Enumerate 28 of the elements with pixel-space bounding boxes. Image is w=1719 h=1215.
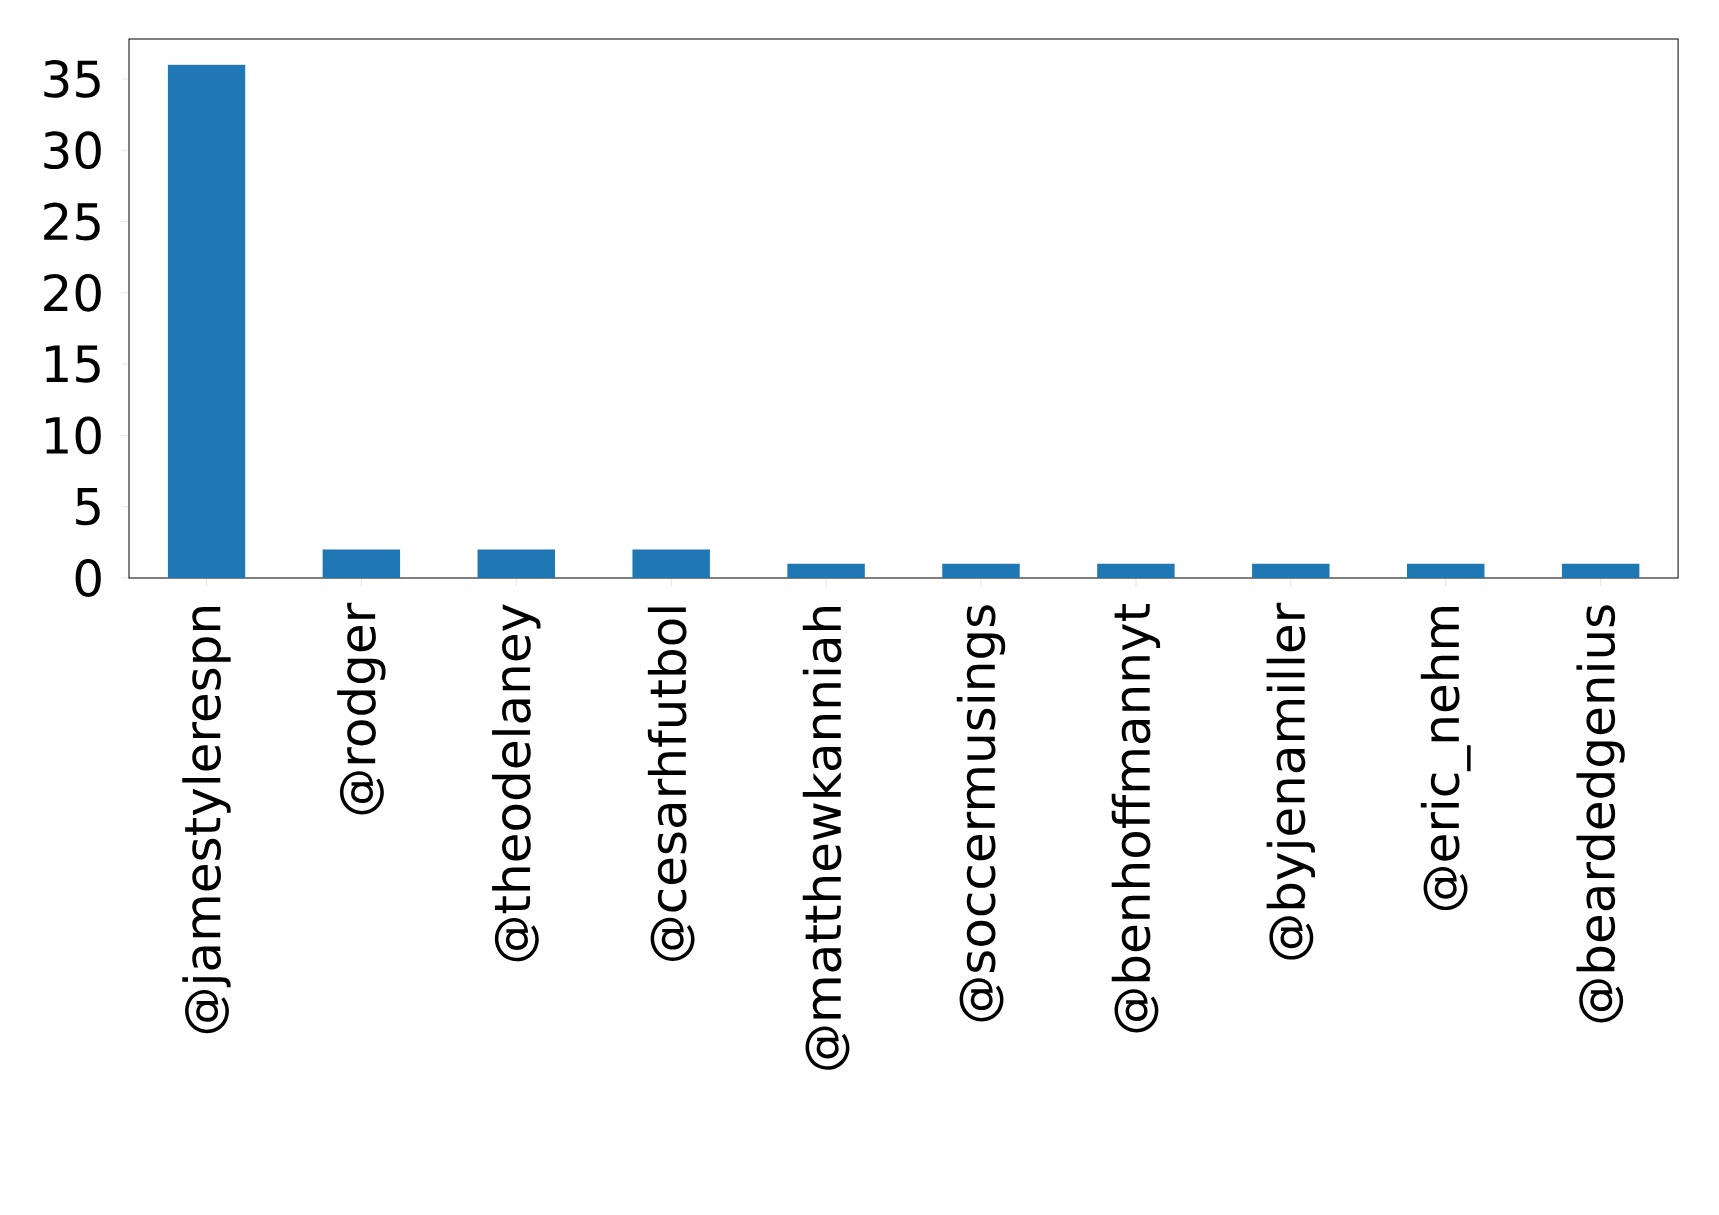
x-tick-label: @eric_nehm [1420,607,1471,911]
bar [167,64,246,578]
bar [1406,563,1485,578]
x-tick-label: @benhoffmannyt [1111,603,1161,1033]
bar [1561,563,1640,578]
y-tick-label: 25 [44,202,100,241]
x-tick-label: @jamestylerespn [182,607,231,1034]
bar [322,549,401,578]
y-tick-label: 10 [46,416,101,455]
x-tick-label: @cesarhfutbol [647,607,695,961]
y-tick-label: 30 [44,131,101,170]
bar [942,563,1020,578]
bar [632,549,710,578]
bar [787,563,865,578]
x-tick-label: @theodelaney [492,604,541,962]
y-tick-label: 0 [75,559,101,597]
bar [477,549,555,578]
x-tick-label: @matthewkanniah [802,607,850,1070]
y-tick-label: 35 [44,60,100,98]
bar [1252,563,1330,578]
bar [1097,563,1175,578]
x-tick-label: @beardedgenius [1576,605,1625,1023]
x-tick-label: @byjenamiller [1266,602,1315,960]
y-tick-label: 15 [46,345,100,383]
y-tick-label: 20 [44,273,101,312]
x-tick-label: @rodger [337,602,386,815]
y-tick-label: 5 [76,488,100,526]
x-tick-label: @soccermusings [956,605,1006,1022]
